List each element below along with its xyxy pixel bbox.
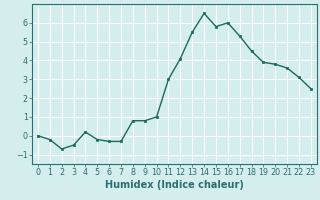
X-axis label: Humidex (Indice chaleur): Humidex (Indice chaleur) (105, 180, 244, 190)
